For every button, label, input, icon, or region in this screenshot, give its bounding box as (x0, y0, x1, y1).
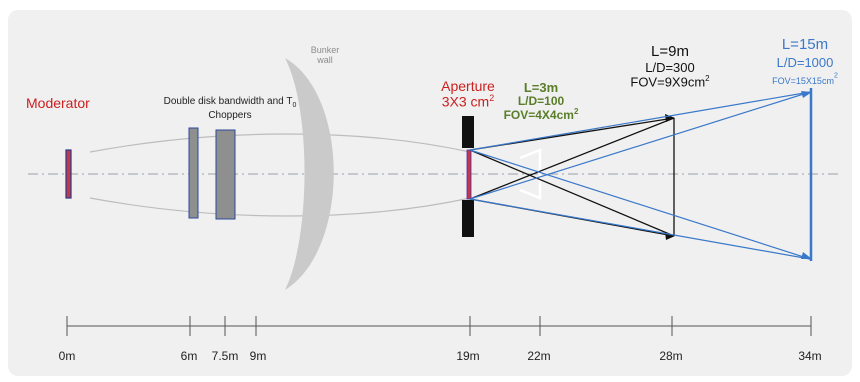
choppers-label-line1: Double disk bandwidth and T (163, 96, 293, 107)
bunker-wall (285, 58, 334, 290)
config-15m-LD: L/D=1000 (776, 54, 834, 70)
config-3m-L: L=3m (523, 80, 559, 95)
config-3m-label: L=3m L/D=100 FOV=4X4cm2 (486, 80, 596, 123)
tick-label-22m: 22m (527, 349, 551, 363)
config-3m-LD: L/D=100 (517, 94, 565, 109)
arrow-head-15m-bottom (801, 252, 812, 259)
bunker-label-line2: wall (317, 54, 333, 65)
aperture-bottom-block (462, 200, 474, 237)
detector-3m-outline (519, 148, 542, 200)
config-15m-FOV-sup: 2 (833, 72, 838, 80)
moderator-block (65, 149, 72, 199)
aperture-label-line2: 3X3 cm (441, 94, 490, 111)
aperture-label-line1: Aperture (441, 78, 495, 94)
rays-15m (469, 91, 811, 260)
beam-envelope-upper (89, 133, 471, 153)
diagram-panel (8, 10, 852, 376)
config-9m-FOV-sup: 2 (705, 73, 710, 83)
config-9m-label: L=9m L/D=300 FOV=9X9cm2 (610, 43, 730, 90)
config-9m-L: L=9m (651, 43, 689, 60)
aperture-slit (466, 149, 472, 200)
choppers-label: Double disk bandwidth and T0 Choppers (150, 96, 310, 121)
beam-envelope-lower (89, 197, 471, 217)
config-15m-FOV: FOV=15X15cm (772, 76, 834, 87)
aperture-top-block (462, 116, 474, 148)
arrow-head-15m-top (801, 91, 812, 98)
bunker-label-line1: Bunker (310, 45, 340, 55)
config-3m-FOV-sup: 2 (573, 107, 579, 117)
tick-label-7-5m: 7.5m (211, 349, 239, 363)
tick-label-34m: 34m (798, 349, 822, 363)
aperture-label: Aperture 3X3 cm2 (418, 78, 518, 111)
config-9m-LD: L/D=300 (645, 59, 695, 75)
bunker-wall-label: Bunker wall (300, 45, 350, 66)
tick-label-28m: 28m (659, 349, 683, 363)
tick-label-9m: 9m (249, 349, 267, 363)
config-15m-L: L=15m (781, 36, 829, 53)
choppers-label-line2: Choppers (208, 109, 252, 121)
chopper-disk-1 (188, 127, 199, 219)
tick-label-19m: 19m (456, 349, 480, 363)
distance-axis-ticks (66, 316, 812, 336)
chopper-disk-2 (215, 129, 236, 220)
rays-9m (469, 117, 675, 237)
choppers-label-subscript: 0 (292, 102, 297, 109)
config-9m-FOV: FOV=9X9cm (630, 74, 706, 90)
aperture-label-sup: 2 (489, 93, 495, 104)
moderator-label: Moderator (26, 95, 90, 111)
tick-label-0m: 0m (58, 349, 76, 363)
config-15m-label: L=15m L/D=1000 FOV=15X15cm2 (755, 36, 855, 89)
tick-label-6m: 6m (180, 349, 198, 363)
config-3m-FOV: FOV=4X4cm (503, 108, 574, 123)
